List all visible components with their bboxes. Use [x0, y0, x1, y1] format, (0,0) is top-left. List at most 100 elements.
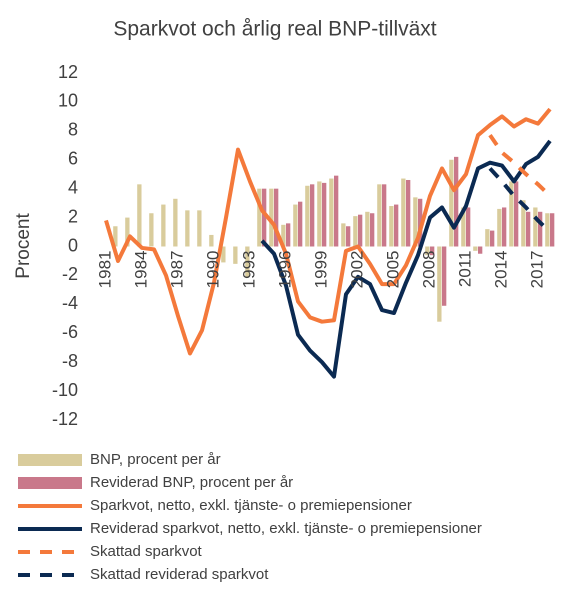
bar	[185, 210, 190, 247]
bar	[310, 184, 315, 247]
y-tick-label: 8	[68, 120, 78, 140]
bar	[173, 198, 178, 247]
bar	[413, 197, 418, 247]
bar	[149, 213, 154, 247]
bar	[461, 207, 466, 247]
bar	[317, 181, 322, 247]
bar	[473, 246, 478, 251]
y-tick-label: 10	[58, 91, 78, 111]
bar	[521, 200, 526, 247]
bar	[377, 184, 382, 247]
bar	[382, 184, 387, 247]
bar	[113, 226, 118, 247]
bar	[358, 214, 363, 247]
bar	[334, 175, 339, 247]
legend-swatch	[18, 477, 82, 489]
bar	[221, 246, 226, 263]
bar	[526, 211, 531, 247]
line	[260, 139, 552, 379]
y-tick-label: -12	[52, 409, 78, 429]
bar	[197, 210, 202, 247]
bar	[209, 234, 214, 247]
x-tick-label: 1993	[239, 251, 258, 289]
bar	[262, 188, 267, 247]
x-tick-label: 1987	[167, 251, 186, 289]
y-tick-label: 6	[68, 149, 78, 169]
bar	[437, 246, 442, 322]
x-tick-label: 2011	[455, 251, 474, 288]
x-tick-label: 2014	[491, 251, 510, 289]
bar	[533, 207, 538, 247]
bar	[233, 246, 238, 264]
x-tick-label: 2008	[419, 251, 438, 289]
y-tick-label: 0	[68, 235, 78, 255]
y-tick-label: 12	[58, 62, 78, 82]
bar	[550, 213, 555, 247]
line	[104, 107, 552, 356]
bar	[322, 182, 327, 247]
legend-label: BNP, procent per år	[90, 451, 221, 468]
bar	[454, 156, 459, 247]
bar	[538, 211, 543, 247]
y-tick-label: -2	[62, 264, 78, 284]
x-tick-label: 2005	[383, 251, 402, 289]
bar	[370, 213, 375, 247]
bar	[509, 181, 514, 247]
bar	[125, 217, 130, 247]
line	[488, 134, 552, 198]
bar	[298, 201, 303, 247]
bar	[305, 185, 310, 247]
bar	[502, 207, 507, 247]
bar	[490, 230, 495, 247]
bar	[545, 213, 550, 247]
bar	[329, 178, 334, 247]
bar	[346, 226, 351, 247]
legend-swatch	[18, 454, 82, 466]
bar	[281, 224, 286, 247]
y-tick-label: -4	[62, 293, 78, 313]
y-tick-label: -8	[62, 351, 78, 371]
bar	[137, 184, 142, 247]
x-tick-label: 1984	[131, 251, 150, 289]
y-tick-label: -6	[62, 322, 78, 342]
bar	[269, 188, 274, 247]
line	[488, 167, 552, 234]
bar	[449, 159, 454, 247]
bar	[485, 229, 490, 247]
bar	[430, 246, 435, 256]
bar	[466, 207, 471, 247]
x-tick-label: 1996	[275, 251, 294, 289]
legend-label: Reviderad sparkvot, netto, exkl. tjänste…	[90, 520, 482, 537]
bar	[353, 216, 358, 247]
bar	[245, 246, 250, 277]
bar	[514, 181, 519, 247]
bar	[341, 223, 346, 247]
bar	[425, 246, 430, 256]
x-tick-label: 1999	[311, 251, 330, 289]
legend-label: Reviderad BNP, procent per år	[90, 474, 293, 491]
x-tick-label: 1990	[203, 251, 222, 289]
bar	[497, 208, 502, 247]
legend-label: Skattad sparkvot	[90, 543, 203, 560]
bar	[418, 198, 423, 247]
legend-label: Sparkvot, netto, exkl. tjänste- o premie…	[90, 497, 412, 514]
x-tick-label: 1981	[95, 251, 114, 289]
bar	[286, 223, 291, 247]
y-tick-label: -10	[52, 380, 78, 400]
bar	[401, 178, 406, 247]
bar	[365, 211, 370, 247]
bar	[293, 204, 298, 247]
y-tick-label: 2	[68, 206, 78, 226]
bar	[274, 188, 279, 247]
bar	[161, 204, 166, 247]
bar	[442, 246, 447, 306]
chart-title: Sparkvot och årlig real BNP-tillväxt	[113, 18, 436, 41]
x-tick-label: 2002	[347, 251, 366, 289]
bar	[478, 246, 483, 254]
legend-label: Skattad reviderad sparkvot	[90, 566, 269, 583]
y-tick-label: 4	[68, 177, 78, 197]
x-tick-label: 2017	[527, 251, 546, 289]
bar	[389, 206, 394, 247]
bar	[406, 179, 411, 247]
